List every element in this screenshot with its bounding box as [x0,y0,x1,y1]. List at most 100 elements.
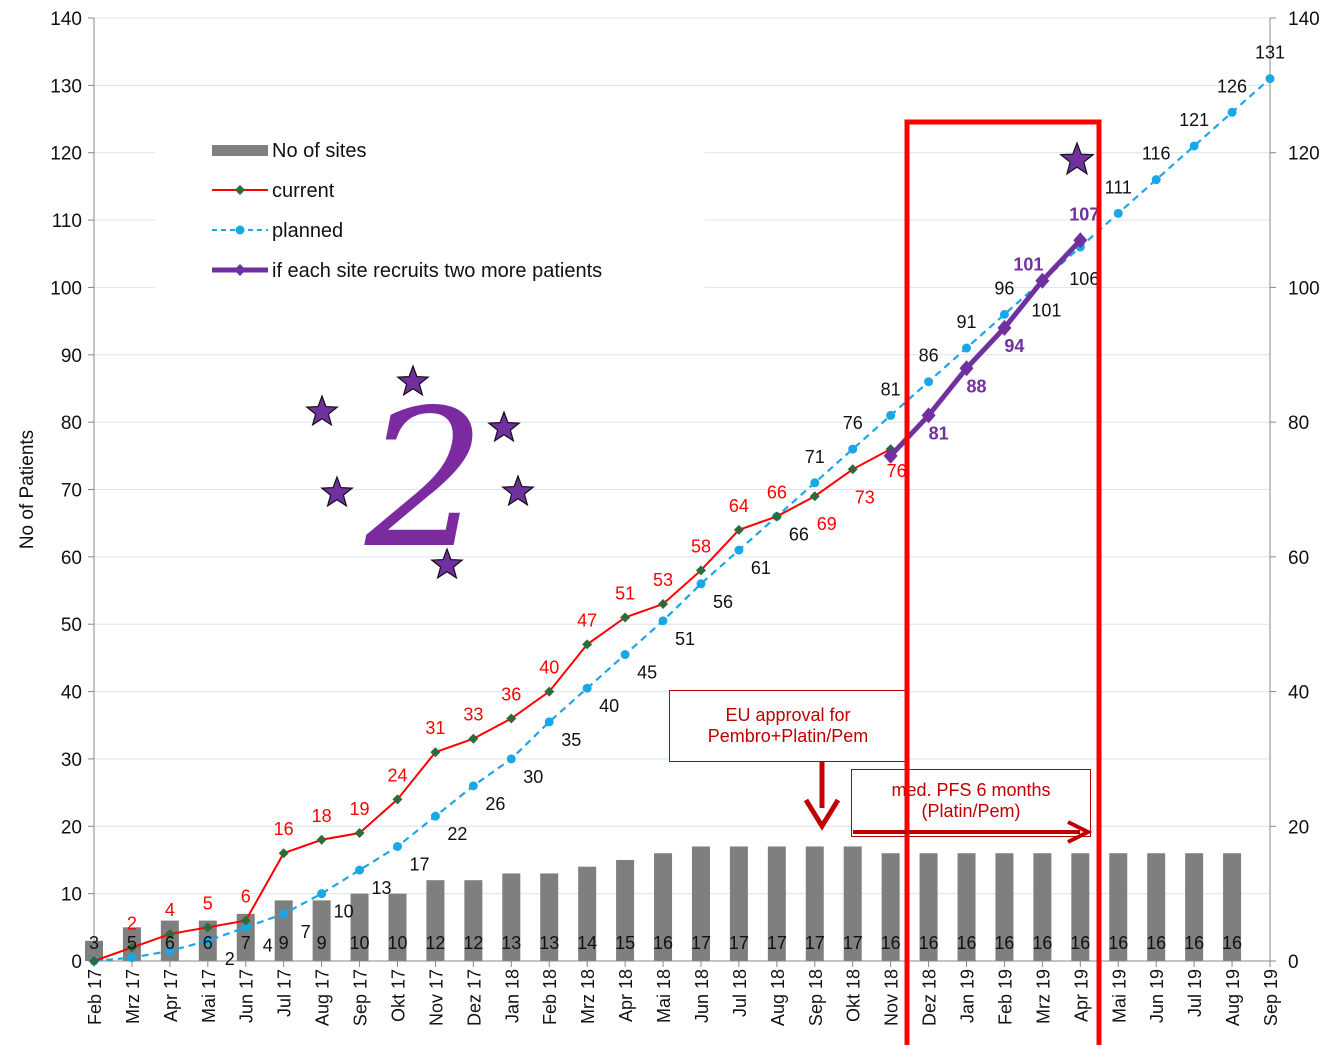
y-tick-label: 80 [61,413,82,434]
bar-label: 5 [127,933,137,953]
x-tick-label: Nov 18 [882,969,902,1026]
bar [502,873,521,961]
planned-point [317,889,327,899]
current-point [126,942,137,953]
bar-label: 16 [1032,933,1052,953]
current-point [544,686,555,697]
bar-label: 16 [1108,933,1128,953]
bar-label: 10 [387,933,407,953]
big-number-annotation: 2 [365,369,486,590]
x-tick-label: Okt 18 [844,969,864,1022]
bar-label: 13 [539,933,559,953]
bar-label: 7 [241,933,251,953]
x-tick-label: Dez 17 [464,969,484,1026]
x-tick-label: Jun 19 [1147,969,1167,1023]
planned-label: 26 [485,794,505,814]
bar-label: 16 [957,933,977,953]
bar-label: 16 [1222,933,1242,953]
planned-point [999,309,1009,319]
planned-label: 131 [1255,43,1285,63]
current-point [89,956,99,966]
bar [654,853,673,961]
current-point [847,464,858,475]
planned-label: 116 [1142,144,1171,164]
planned-point [620,650,630,660]
projection-label: 88 [967,376,987,396]
legend-item-sites: No of sites [210,138,700,162]
planned-point [658,616,668,626]
bar [767,846,786,961]
bar-label: 9 [317,933,327,953]
bar [843,846,862,961]
current-point [695,565,706,576]
planned-label: 66 [789,524,809,544]
y-tick-label: 140 [50,9,82,30]
planned-point [1113,208,1123,218]
x-tick-label: Mrz 19 [1033,969,1053,1024]
y-tick-label: 50 [61,615,82,636]
planned-point [241,922,251,932]
current-label: 66 [767,482,787,502]
planned-label: 61 [751,558,771,578]
bar-label: 16 [1146,933,1166,953]
bar-label: 16 [1184,933,1204,953]
bar [540,873,559,961]
current-label: 6 [241,887,251,907]
current-label: 69 [817,514,837,534]
current-point [658,599,669,610]
current-label: 33 [463,705,483,725]
current-label: 47 [577,610,597,630]
planned-point [696,579,706,589]
current-label: 40 [539,658,559,678]
planned-point [924,377,934,387]
planned-label: 106 [1069,269,1099,289]
x-tick-label: Jul 18 [730,969,750,1017]
legend-item-current: current [210,178,700,202]
bar-label: 17 [691,933,711,953]
projection-label: 101 [1013,255,1043,275]
planned-point [582,683,592,693]
planned-label: 56 [713,592,733,612]
planned-point [544,717,554,727]
bar-label: 16 [1070,933,1090,953]
planned-point [886,410,896,420]
bar-label: 9 [279,933,289,953]
x-tick-label: Mai 18 [654,969,674,1023]
current-label: 18 [312,806,332,826]
star-icon [1059,141,1095,176]
y-tick-label: 30 [61,750,82,771]
bar-label: 6 [165,933,175,953]
y-tick-label: 60 [61,548,82,569]
projection-label: 81 [929,423,949,443]
bar [426,880,445,961]
planned-label: 101 [1031,301,1061,321]
current-point [620,612,631,623]
planned-label: 2 [225,949,235,969]
y-tick-label: 120 [50,144,82,165]
bar [350,893,369,961]
current-label: 76 [887,461,907,481]
current-point [506,713,517,724]
planned-point [430,811,440,821]
bar-label: 3 [89,933,99,953]
planned-label: 13 [372,878,392,898]
x-tick-label: Jul 17 [275,969,295,1017]
x-tick-label: Aug 17 [313,969,333,1026]
legend-item-planned: planned [210,218,700,242]
x-tick-label: Mrz 18 [578,969,598,1024]
planned-point [962,343,972,353]
current-label: 53 [653,570,673,590]
x-tick-label: Jun 18 [692,969,712,1023]
x-tick-label: Feb 18 [540,969,560,1025]
current-label: 73 [855,487,875,507]
star-icon [320,475,354,508]
current-point [164,929,175,940]
y2-tick-label: 80 [1288,413,1309,434]
star-icon [305,394,339,427]
planned-label: 91 [957,312,977,332]
bar-label: 16 [881,933,901,953]
y-tick-label: 10 [61,885,82,906]
pfs-annotation: med. PFS 6 months (Platin/Pem) [851,769,1091,837]
x-tick-label: Mai 19 [1109,969,1129,1023]
bar [881,853,900,961]
